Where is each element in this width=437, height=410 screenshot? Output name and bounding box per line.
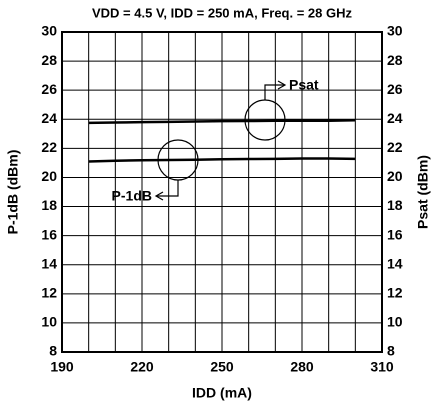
y-tick-label: 20 (41, 168, 57, 184)
y2-tick-label: 28 (387, 52, 403, 68)
x-tick-label: 220 (130, 359, 154, 375)
y-tick-label: 24 (41, 110, 57, 126)
x-tick-label: 280 (290, 359, 314, 375)
x-tick-label: 250 (210, 359, 234, 375)
p1db-arrow (157, 180, 179, 197)
y2-tick-label: 8 (387, 343, 395, 359)
psat-arrowhead (277, 80, 287, 90)
y2-tick-label: 30 (387, 23, 403, 39)
p1db-annotation: P-1dB (112, 188, 152, 204)
x-axis-label: IDD (mA) (192, 385, 252, 401)
y2-tick-label: 26 (387, 81, 403, 97)
annotations (154, 80, 287, 201)
p1db-arrowhead (154, 191, 164, 201)
y-tick-label: 30 (41, 23, 57, 39)
y-tick-label: 22 (41, 139, 57, 155)
y2-tick-label: 16 (387, 226, 403, 242)
y2-tick-label: 18 (387, 197, 403, 213)
psat-annotation: Psat (289, 77, 319, 93)
y-tick-label: 10 (41, 314, 57, 330)
y-tick-label: 12 (41, 285, 57, 301)
y-tick-label: 28 (41, 52, 57, 68)
series-line (88, 119, 356, 125)
x-tick-label: 310 (370, 359, 394, 375)
y-tick-label: 16 (41, 226, 57, 242)
y-tick-label: 14 (41, 255, 57, 271)
y2-tick-label: 20 (387, 168, 403, 184)
psat-arrow (264, 84, 284, 100)
plot-frame (61, 31, 383, 353)
y2-tick-label: 24 (387, 110, 403, 126)
y2-tick-label: 10 (387, 314, 403, 330)
series-line (88, 157, 356, 163)
y2-tick-label: 12 (387, 285, 403, 301)
chart-title: VDD = 4.5 V, IDD = 250 mA, Freq. = 28 GH… (92, 5, 352, 20)
y-tick-label: 8 (49, 343, 57, 359)
y-tick-label: 26 (41, 81, 57, 97)
y-axis-label: P-1dB (dBm) (5, 150, 21, 235)
y2-tick-label: 14 (387, 255, 403, 271)
y2-axis-label: Psat (dBm) (415, 155, 431, 229)
x-tick-label: 190 (50, 359, 74, 375)
y-tick-label: 18 (41, 197, 57, 213)
y2-tick-label: 22 (387, 139, 403, 155)
